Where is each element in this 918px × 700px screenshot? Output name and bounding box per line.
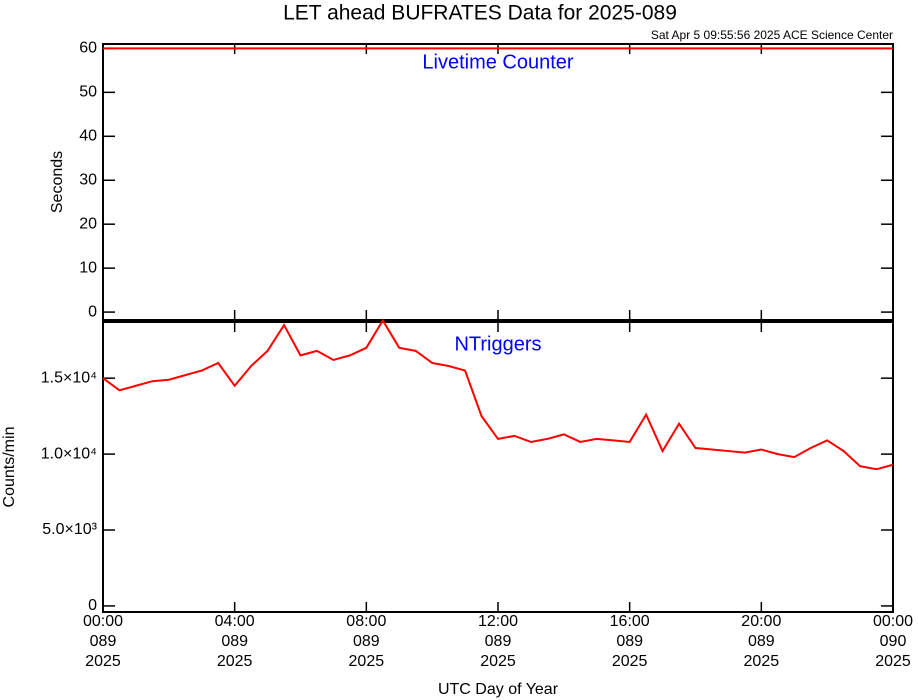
y-tick-label: 40 (79, 128, 97, 145)
y-axis-label: Seconds (49, 151, 66, 213)
y-tick-label: 0 (88, 597, 97, 614)
x-tick-label: 04:00 089 2025 (215, 613, 255, 670)
y-tick-label: 5.0×10³ (42, 521, 97, 538)
x-tick-label: 20:00 089 2025 (741, 613, 781, 670)
chart-title: LET ahead BUFRATES Data for 2025-089 (283, 2, 677, 25)
x-axis-label: UTC Day of Year (438, 681, 559, 698)
y-tick-label: 0 (88, 303, 97, 320)
x-tick-label: 08:00 089 2025 (346, 613, 386, 670)
y-tick-label: 60 (79, 40, 97, 57)
x-tick-label: 00:00 090 2025 (873, 613, 913, 670)
annotation: NTriggers (454, 333, 541, 355)
panel-frame (102, 321, 894, 613)
y-axis-label: Counts/min (1, 427, 18, 508)
panel-frame (102, 43, 894, 321)
annotation: Livetime Counter (422, 51, 574, 73)
y-tick-label: 20 (79, 215, 97, 232)
x-tick-label: 16:00 089 2025 (610, 613, 650, 670)
x-tick-label: 00:00 089 2025 (83, 613, 123, 670)
chart-subtitle: Sat Apr 5 09:55:56 2025 ACE Science Cent… (651, 28, 893, 42)
y-tick-label: 30 (79, 171, 97, 188)
y-tick-label: 10 (79, 259, 97, 276)
data-line (102, 318, 894, 471)
x-tick-label: 12:00 089 2025 (478, 613, 518, 670)
y-tick-label: 50 (79, 84, 97, 101)
y-tick-label: 1.0×10⁴ (41, 445, 97, 462)
y-tick-label: 1.5×10⁴ (41, 369, 97, 386)
